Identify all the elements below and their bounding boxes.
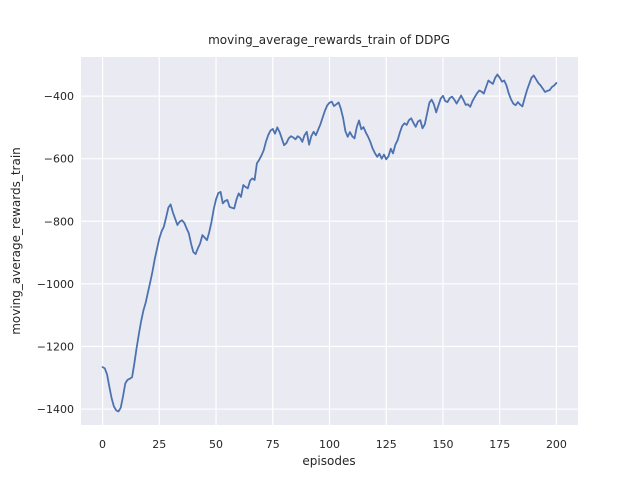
x-tick-label: 50 — [209, 438, 223, 451]
x-tick-label: 100 — [319, 438, 340, 451]
chart-title: moving_average_rewards_train of DDPG — [208, 33, 450, 47]
y-tick-label: −600 — [44, 153, 74, 166]
x-axis-label: episodes — [302, 454, 355, 468]
y-tick-labels: −400 −600 −800 −1000 −1200 −1400 — [37, 90, 74, 416]
x-tick-label: 175 — [489, 438, 510, 451]
x-tick-label: 125 — [376, 438, 397, 451]
y-tick-label: −400 — [44, 90, 74, 103]
y-tick-label: −1000 — [37, 278, 74, 291]
line-series — [101, 73, 558, 413]
y-tick-label: −1200 — [37, 340, 74, 353]
x-tick-label: 0 — [99, 438, 106, 451]
x-tick-label: 150 — [432, 438, 453, 451]
y-axis-label: moving_average_rewards_train — [9, 147, 23, 335]
x-tick-labels: 0 25 50 75 100 125 150 175 200 — [99, 438, 567, 451]
x-tick-label: 75 — [266, 438, 280, 451]
gridlines — [81, 57, 578, 425]
y-tick-label: −800 — [44, 215, 74, 228]
reward-curve — [101, 73, 558, 413]
x-tick-label: 200 — [546, 438, 567, 451]
y-tick-label: −1400 — [37, 403, 74, 416]
x-tick-label: 25 — [152, 438, 166, 451]
